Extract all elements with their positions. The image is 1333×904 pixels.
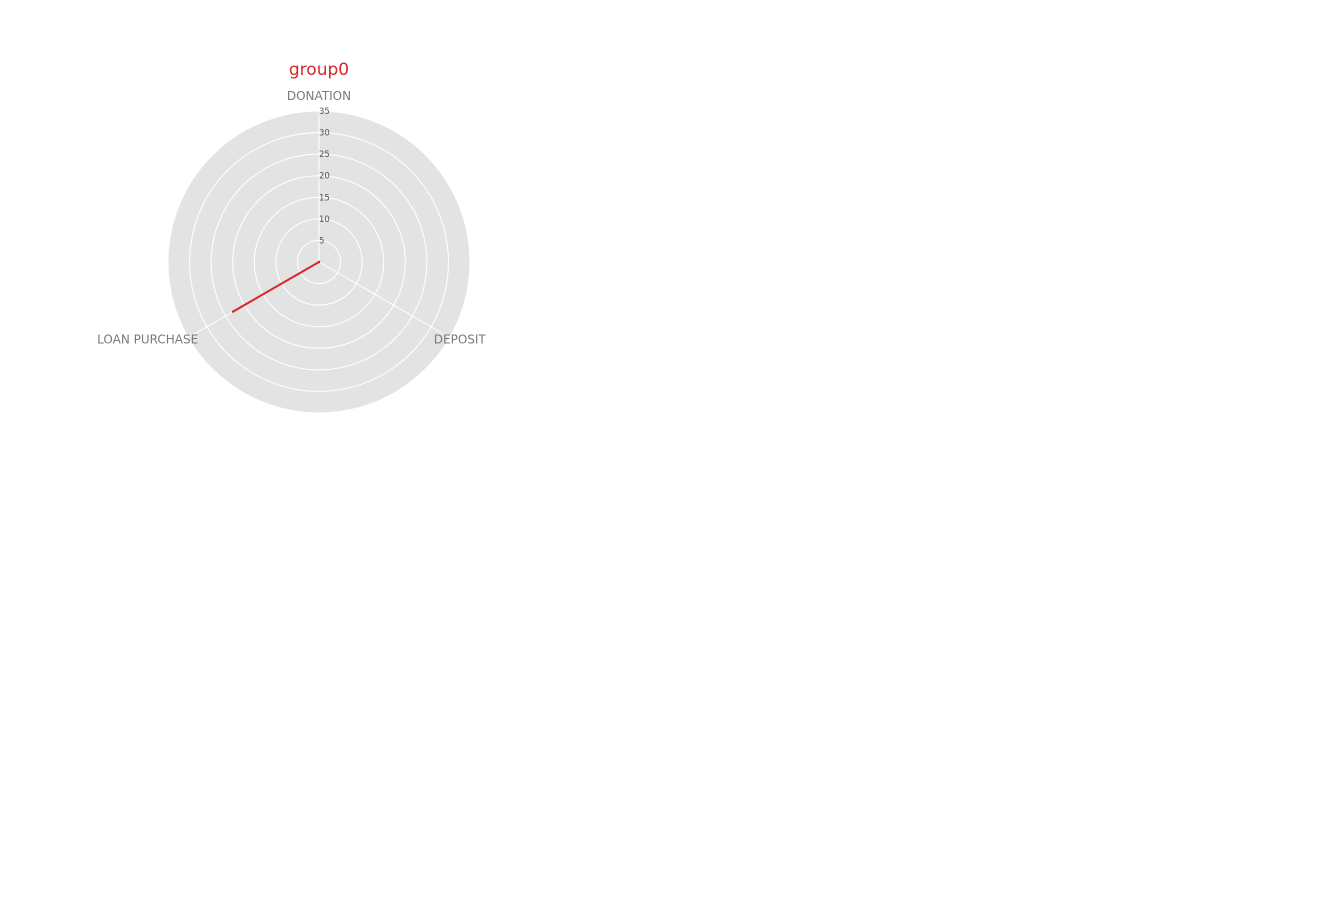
series-point — [231, 310, 235, 313]
category-label: LOAN PURCHASE — [97, 333, 198, 347]
radial-tick-label: 5 — [319, 236, 324, 246]
radial-tick-label: 35 — [319, 107, 330, 117]
category-label: DONATION — [287, 89, 351, 103]
radial-tick-label: 10 — [319, 215, 330, 225]
spoke-gridline — [318, 261, 451, 338]
series-point — [317, 260, 321, 264]
category-label: DEPOSIT — [434, 333, 487, 347]
radial-tick-label: 20 — [319, 172, 330, 182]
radial-tick-label: 30 — [319, 129, 330, 139]
radial-tick-label: 15 — [319, 193, 330, 203]
radial-tick-label: 25 — [319, 150, 330, 160]
chart-title: group0 — [289, 60, 349, 80]
